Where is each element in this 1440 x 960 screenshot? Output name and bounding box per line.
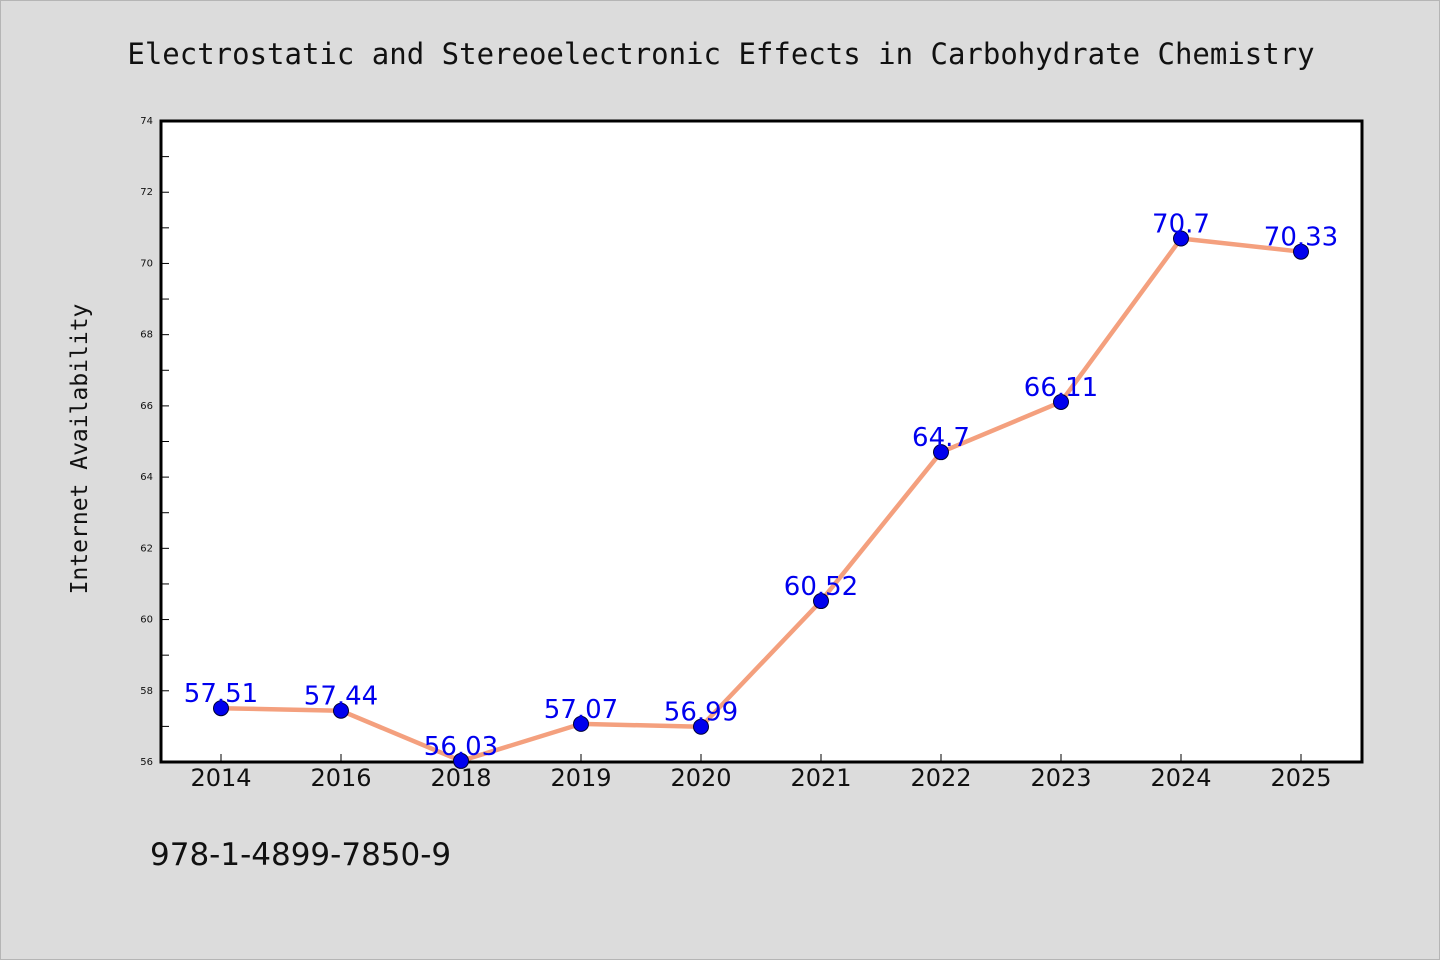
series-line: [218, 236, 1304, 764]
y-tick-label: 58: [140, 686, 153, 697]
x-tick-label: 2025: [1270, 764, 1331, 792]
y-tick-label: 56: [140, 757, 153, 768]
y-axis: 56 58 60 62 64 66 68 70 72 74: [140, 116, 169, 768]
data-point: [1293, 243, 1309, 260]
data-label: 64.7: [912, 423, 970, 453]
y-tick-label: 74: [140, 116, 153, 127]
plot-area: [159, 119, 1364, 764]
data-point: [333, 702, 349, 719]
x-tick-label: 2014: [190, 764, 251, 792]
chart-title: Electrostatic and Stereoelectronic Effec…: [127, 37, 1314, 71]
data-point: [1053, 393, 1069, 410]
y-tick-label: 62: [140, 543, 153, 554]
isbn-text: 978-1-4899-7850-9: [150, 837, 451, 873]
y-tick-label: 68: [140, 330, 153, 341]
data-point: [213, 700, 229, 717]
data-label: 60.52: [784, 572, 858, 602]
data-point: [693, 718, 709, 735]
data-label: 57.44: [304, 682, 378, 712]
data-point: [813, 593, 829, 610]
y-tick-label: 72: [140, 187, 153, 198]
data-label: 57.51: [184, 679, 258, 709]
x-tick-label: 2023: [1030, 764, 1091, 792]
series-line-group: [213, 230, 1309, 769]
x-tick-label: 2016: [310, 764, 371, 792]
data-point: [1173, 230, 1189, 247]
x-tick-label: 2021: [790, 764, 851, 792]
data-label: 56.03: [424, 732, 498, 762]
x-axis: 2014 2016 2018 2019 2020 2021 2022 2023 2024 2025: [190, 754, 1332, 792]
data-label: 70.33: [1264, 223, 1338, 253]
x-tick-label: 2022: [910, 764, 971, 792]
y-tick-label: 66: [140, 401, 153, 412]
data-label: 57.07: [544, 695, 618, 725]
data-label: 66.11: [1024, 373, 1098, 403]
y-tick-label: 60: [140, 615, 153, 626]
data-labels-group: 57.51 57.44 56.03 57.07 56.99 60.52 64.7 66.11 7…: [184, 210, 1338, 762]
y-tick-label: 70: [140, 258, 153, 269]
data-label: 56.99: [664, 698, 738, 728]
data-point: [933, 444, 949, 461]
y-axis-label: Internet Availability: [67, 304, 93, 595]
x-tick-label: 2020: [670, 764, 731, 792]
data-label: 70.7: [1152, 210, 1210, 240]
data-point: [573, 715, 589, 732]
x-tick-label: 2024: [1150, 764, 1211, 792]
y-tick-label: 64: [140, 472, 153, 483]
x-tick-label: 2019: [550, 764, 611, 792]
data-point: [453, 752, 469, 769]
